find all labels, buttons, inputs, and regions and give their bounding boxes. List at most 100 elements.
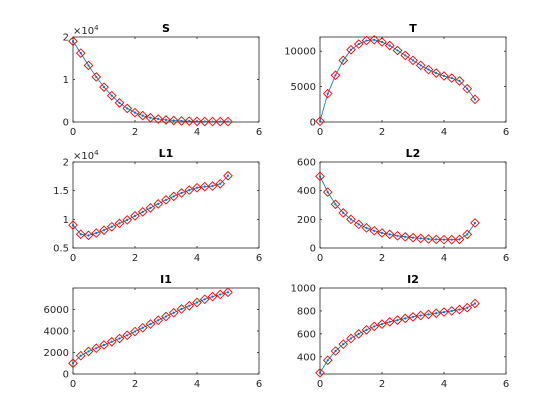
series-marker (384, 229, 395, 240)
x-tick-label: 4 (441, 379, 447, 390)
axis-exponent: ×104 (73, 24, 99, 37)
series-point (318, 120, 322, 123)
series-marker (153, 114, 164, 124)
series-marker (83, 346, 94, 357)
series-point (219, 120, 222, 123)
series-point (357, 223, 360, 226)
series-marker (346, 44, 356, 55)
series-marker (137, 110, 148, 121)
series-point (172, 311, 175, 314)
series-marker (153, 199, 164, 209)
series-marker (315, 116, 325, 127)
y-tick-label: 1 (63, 215, 69, 226)
y-tick-label: 800 (297, 306, 316, 317)
series-marker (446, 306, 457, 316)
series-point (442, 310, 446, 314)
x-tick-label: 0 (70, 253, 76, 264)
y-tick-label: 4000 (44, 327, 69, 338)
series-marker (408, 55, 418, 66)
x-tick-label: 6 (503, 127, 509, 138)
series-marker (207, 291, 218, 302)
series-marker (330, 70, 341, 81)
series-marker (168, 307, 179, 318)
series-marker (330, 199, 341, 210)
series-marker (415, 233, 426, 244)
series-marker (130, 326, 140, 337)
series-marker (161, 115, 171, 125)
series-marker (361, 223, 372, 233)
series-point (71, 40, 75, 43)
series-marker (223, 170, 233, 181)
series-marker (361, 325, 372, 335)
series-marker (346, 214, 356, 225)
series-point (211, 295, 214, 298)
series-point (133, 330, 137, 333)
series-marker (470, 94, 480, 105)
series-point (380, 40, 384, 44)
series-point (365, 39, 368, 42)
series-marker (68, 36, 78, 47)
series-point (226, 291, 230, 294)
axes-box (319, 161, 507, 249)
series-marker (415, 60, 426, 71)
series-point (458, 79, 461, 83)
x-tick-label: 6 (503, 379, 509, 390)
series-marker (462, 83, 473, 94)
series-marker (192, 297, 202, 308)
axis-exponent-power: 4 (94, 24, 99, 32)
series-point (102, 343, 106, 347)
x-tick-label: 2 (379, 253, 385, 264)
series-marker (369, 34, 380, 45)
series-point (404, 317, 407, 320)
series-marker (176, 116, 187, 126)
series-marker (369, 225, 380, 236)
series-point (380, 323, 384, 326)
series-marker (223, 287, 233, 298)
series-point (365, 328, 368, 331)
series-point (458, 238, 461, 241)
y-tick-label: 400 (297, 352, 316, 363)
x-tick-label: 0 (317, 253, 323, 264)
series-marker (400, 231, 411, 242)
series-marker (392, 45, 403, 56)
series-point (435, 312, 438, 315)
subplot-title: I1 (160, 273, 172, 286)
y-tick-label: 200 (297, 215, 316, 226)
series-marker (408, 312, 418, 322)
series-marker (377, 228, 387, 238)
series-point (318, 371, 322, 374)
series-point (157, 319, 160, 322)
series-marker (423, 309, 434, 320)
series-marker (423, 64, 434, 75)
series-point (87, 64, 90, 67)
series-point (203, 185, 206, 188)
series-point (172, 119, 175, 122)
series-marker (83, 230, 94, 241)
series-marker (353, 39, 364, 49)
y-tick-label: 2 (63, 158, 69, 169)
series-point (357, 42, 360, 46)
series-point (442, 74, 446, 78)
subplot-title: T (409, 22, 417, 35)
series-marker (168, 115, 179, 126)
subplot-title: L1 (159, 147, 174, 160)
series-marker (137, 207, 148, 217)
series-point (180, 307, 183, 311)
axis-exponent-base: ×10 (73, 151, 94, 162)
series-point (342, 211, 345, 214)
series-point (211, 120, 214, 123)
series-point (427, 237, 430, 241)
subplot-l1: 0 2 4 60.511.52×104 L1 (53, 147, 262, 264)
series-marker (215, 178, 226, 189)
subplot-title: L2 (406, 147, 421, 160)
series-marker (199, 181, 210, 192)
series-marker (423, 234, 434, 244)
y-tick-label: 600 (297, 158, 316, 169)
series-point (404, 235, 407, 238)
series-point (133, 111, 137, 114)
series-point (110, 94, 113, 97)
x-tick-label: 0 (70, 127, 76, 138)
series-marker (470, 218, 480, 228)
series-marker (184, 116, 195, 126)
